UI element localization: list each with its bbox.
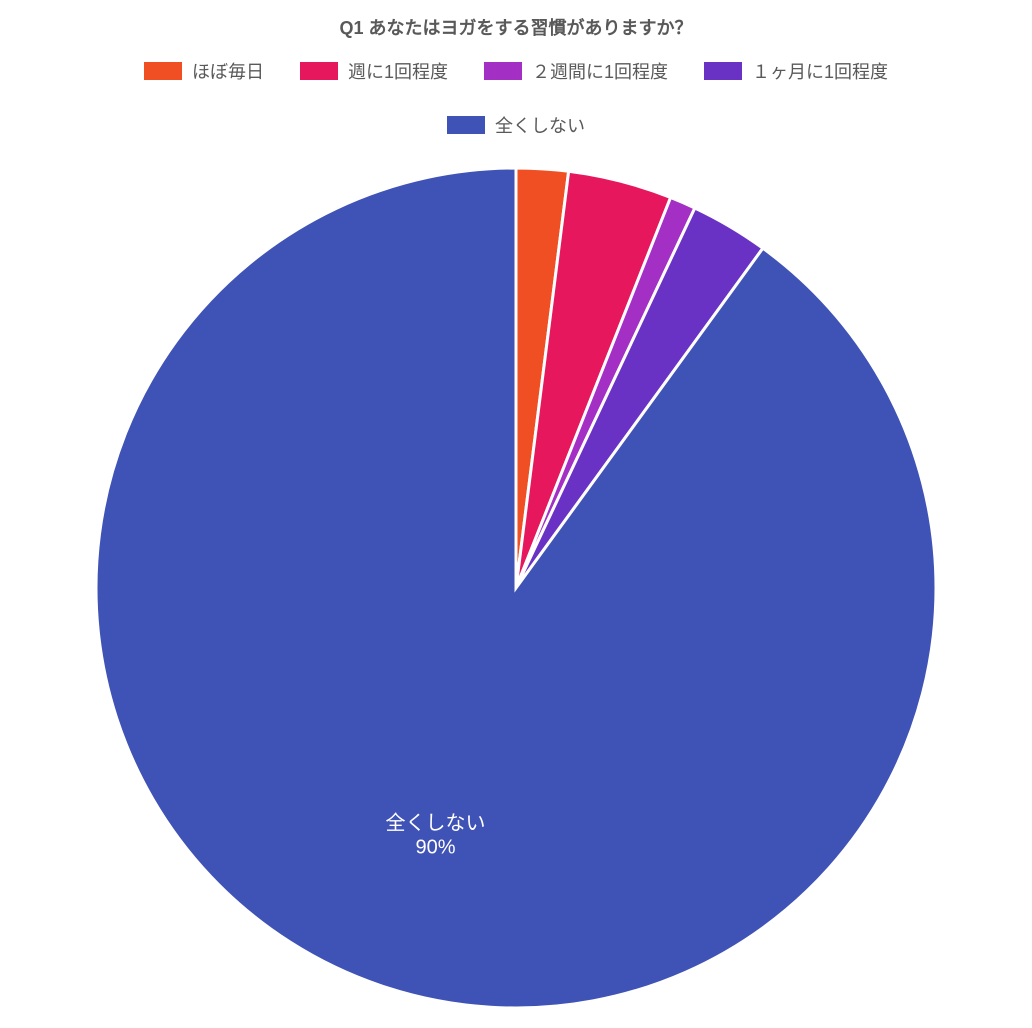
legend-swatch-0 — [144, 62, 182, 80]
pie-slice-4 — [96, 168, 936, 1008]
legend-label-0: ほぼ毎日 — [192, 58, 264, 84]
legend-swatch-1 — [300, 62, 338, 80]
legend-item-1: 週に1回程度 — [300, 58, 448, 84]
slice-label-line1: 全くしない — [386, 812, 486, 835]
legend-item-0: ほぼ毎日 — [144, 58, 264, 84]
legend-swatch-4 — [447, 116, 485, 134]
slice-label-line2: 90% — [416, 837, 456, 859]
legend-swatch-3 — [704, 62, 742, 80]
legend-item-3: １ヶ月に1回程度 — [704, 58, 888, 84]
pie-chart: 全くしない90% — [0, 148, 1032, 1028]
legend-item-2: ２週間に1回程度 — [484, 58, 668, 84]
legend-row-1: ほぼ毎日 週に1回程度 ２週間に1回程度 １ヶ月に1回程度 — [0, 58, 1032, 84]
pie-chart-wrap: 全くしない90% — [0, 148, 1032, 1028]
chart-title: Q1 あなたはヨガをする習慣がありますか？ — [0, 0, 1032, 40]
legend-label-4: 全くしない — [495, 112, 585, 138]
legend-label-3: １ヶ月に1回程度 — [752, 58, 888, 84]
legend-swatch-2 — [484, 62, 522, 80]
legend-label-2: ２週間に1回程度 — [532, 58, 668, 84]
legend-label-1: 週に1回程度 — [348, 58, 448, 84]
legend: ほぼ毎日 週に1回程度 ２週間に1回程度 １ヶ月に1回程度 全くしない — [0, 58, 1032, 138]
legend-item-4: 全くしない — [447, 112, 585, 138]
legend-row-2: 全くしない — [0, 112, 1032, 138]
chart-container: Q1 あなたはヨガをする習慣がありますか？ ほぼ毎日 週に1回程度 ２週間に1回… — [0, 0, 1032, 1000]
